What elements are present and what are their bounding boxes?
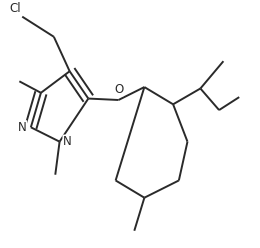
Text: Cl: Cl [9,2,21,15]
Text: N: N [18,121,27,134]
Text: N: N [63,135,72,148]
Text: O: O [114,83,123,96]
